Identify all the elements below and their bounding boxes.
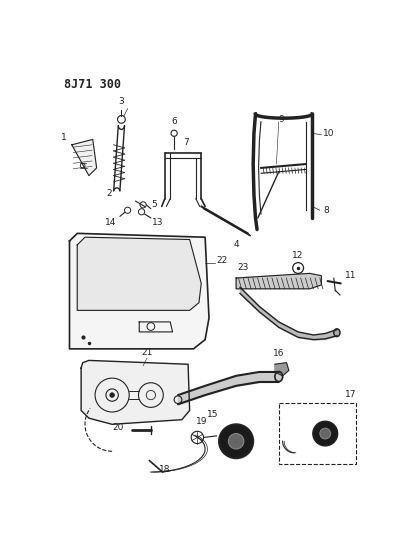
Ellipse shape [275, 372, 283, 382]
Text: 7: 7 [183, 138, 188, 147]
Text: 15: 15 [207, 410, 219, 419]
Circle shape [229, 433, 244, 449]
Text: 3: 3 [119, 98, 124, 106]
Circle shape [320, 428, 331, 439]
Text: 9: 9 [279, 115, 284, 124]
Text: 20: 20 [112, 423, 124, 432]
Text: 6: 6 [171, 117, 177, 126]
Text: 19: 19 [196, 417, 207, 426]
Text: 4: 4 [233, 239, 239, 248]
Text: 22: 22 [217, 256, 228, 265]
Circle shape [313, 421, 338, 446]
Polygon shape [275, 363, 289, 376]
Text: 12: 12 [292, 251, 304, 260]
Text: 14: 14 [105, 218, 116, 227]
Text: 10: 10 [323, 129, 334, 138]
Text: 1: 1 [61, 133, 67, 142]
Circle shape [110, 393, 114, 398]
Text: 8: 8 [323, 206, 329, 215]
Polygon shape [236, 273, 321, 289]
Text: 21: 21 [141, 348, 153, 357]
Text: 18: 18 [159, 465, 170, 474]
Circle shape [219, 424, 253, 458]
Polygon shape [81, 360, 190, 424]
Polygon shape [69, 233, 209, 349]
Ellipse shape [334, 329, 340, 336]
Text: 11: 11 [344, 271, 356, 280]
Text: 23: 23 [238, 263, 249, 272]
Text: 5: 5 [151, 199, 157, 208]
Text: 8J71 300: 8J71 300 [64, 78, 121, 91]
Text: 13: 13 [152, 218, 164, 227]
Polygon shape [77, 237, 201, 310]
Polygon shape [72, 140, 97, 175]
Text: 17: 17 [345, 390, 356, 399]
Text: 16: 16 [273, 349, 284, 358]
Text: 2: 2 [107, 189, 112, 198]
